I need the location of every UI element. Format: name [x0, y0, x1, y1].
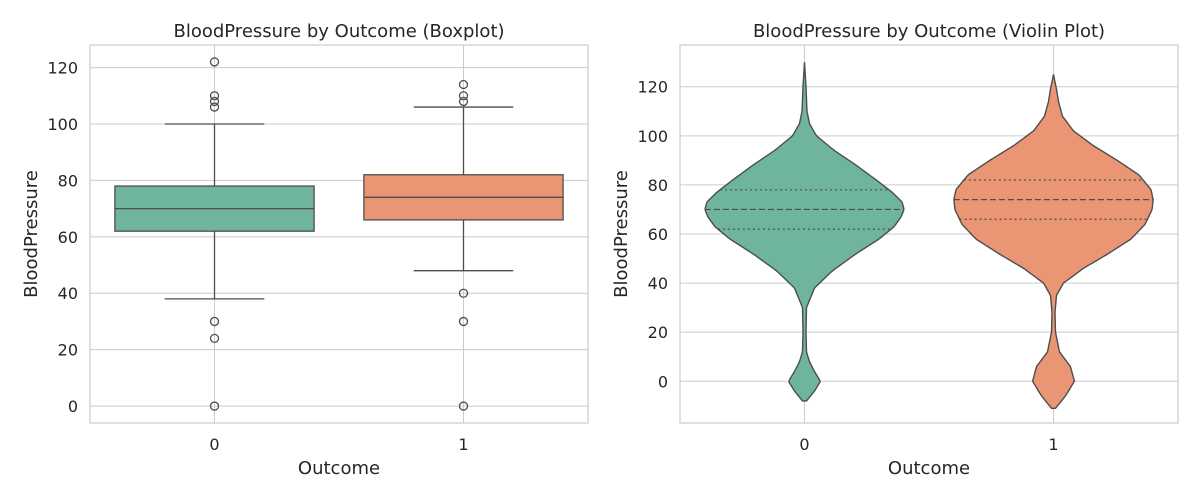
- outlier-point: [458, 96, 469, 107]
- boxplot-x-axis-label: Outcome: [298, 458, 380, 479]
- outlier-point: [209, 401, 220, 411]
- outlier-point: [209, 316, 220, 327]
- boxplot-gridlines: [90, 45, 588, 423]
- x-tick-label: 0: [799, 435, 809, 454]
- outlier-point: [458, 79, 469, 90]
- outlier-point: [209, 96, 220, 107]
- y-tick-label: 100: [637, 127, 668, 146]
- x-tick-label: 1: [1048, 435, 1058, 454]
- x-tick-label: 1: [458, 435, 468, 454]
- outlier-point: [458, 316, 469, 327]
- y-tick-label: 40: [58, 284, 78, 303]
- y-tick-label: 80: [58, 171, 78, 190]
- outlier-point: [209, 333, 220, 344]
- outlier-point: [209, 57, 220, 67]
- y-tick-label: 0: [658, 372, 668, 391]
- outlier-point: [209, 91, 220, 101]
- violin-outcome-0: [704, 62, 905, 402]
- violin-frame: [679, 44, 1179, 424]
- outlier-point: [209, 102, 220, 112]
- y-tick-label: 120: [637, 78, 668, 97]
- y-tick-label: 120: [47, 59, 78, 78]
- violin-y-axis-label: BloodPressure: [611, 170, 632, 298]
- violin-title: BloodPressure by Outcome (Violin Plot): [753, 21, 1105, 42]
- y-tick-label: 20: [648, 323, 668, 342]
- y-tick-label: 40: [648, 274, 668, 293]
- y-tick-label: 0: [68, 397, 78, 416]
- violin-outcome-1: [953, 74, 1154, 409]
- outlier-point: [458, 288, 469, 298]
- y-tick-label: 20: [58, 341, 78, 360]
- boxplot-y-tick-labels: 0 20 40 60 80 100 120: [47, 59, 78, 417]
- y-tick-label: 60: [58, 228, 78, 247]
- boxplot-title: BloodPressure by Outcome (Boxplot): [173, 21, 504, 42]
- violin-marks: [704, 62, 1154, 409]
- boxplot-y-axis-label: BloodPressure: [21, 170, 42, 298]
- boxplot-frame: [89, 44, 589, 424]
- outlier-point: [458, 401, 469, 411]
- x-tick-label: 0: [209, 435, 219, 454]
- outlier-point: [458, 91, 469, 101]
- violin-x-axis-label: Outcome: [888, 458, 970, 479]
- y-tick-label: 100: [47, 115, 78, 134]
- violin-y-tick-labels: 0 20 40 60 80 100 120: [637, 78, 668, 392]
- y-tick-label: 80: [648, 176, 668, 195]
- y-tick-label: 60: [648, 225, 668, 244]
- boxplot-marks: [114, 57, 564, 411]
